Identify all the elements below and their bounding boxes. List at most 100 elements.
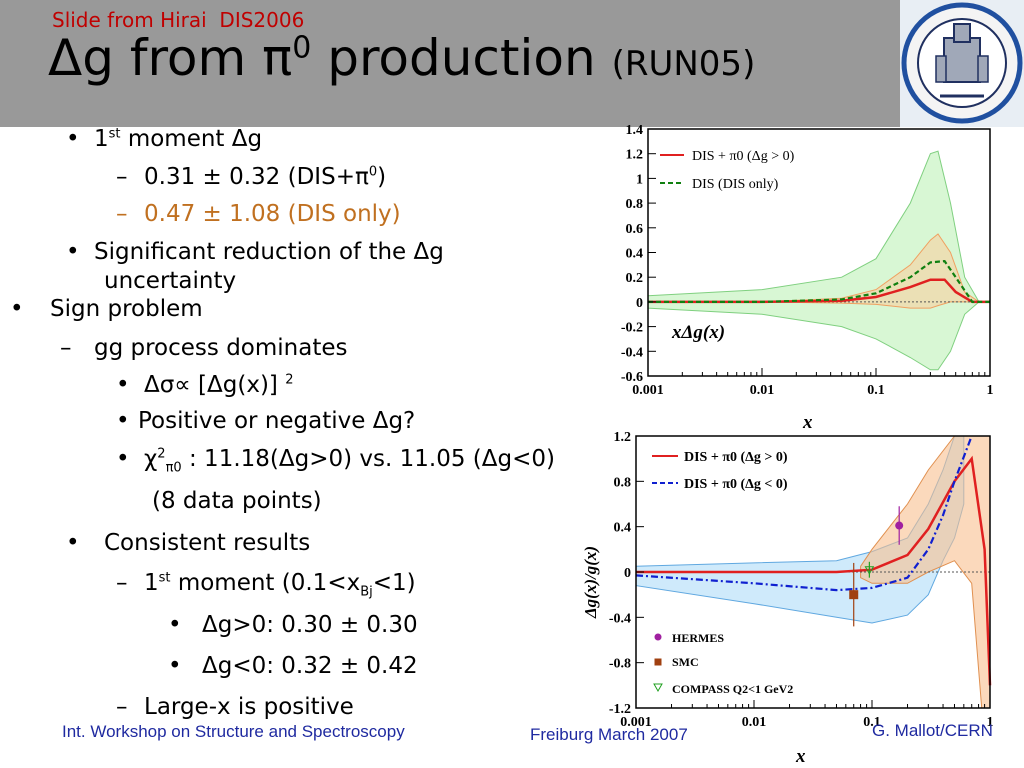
- title-rest: production: [311, 29, 612, 87]
- legend-data: HERMES SMC COMPASS Q2<1 GeV2: [653, 631, 793, 696]
- y-tick-label: -0.2: [621, 321, 643, 336]
- bullet-sign-problem: • Sign problem: [10, 296, 203, 324]
- bullet-reduction: • Significant reduction of the Δg: [66, 239, 444, 267]
- y-tick-label: -1.2: [609, 702, 631, 717]
- x-axis-label: x: [795, 746, 806, 767]
- text-sup: 0: [368, 164, 378, 180]
- title-sup: 0: [292, 30, 312, 66]
- slide-title: Δg from π0 production (RUN05): [48, 28, 755, 88]
- bullet-consistent: • Consistent results: [66, 530, 310, 558]
- y-tick-label: 1.4: [626, 123, 644, 138]
- y-tick-label: 0.6: [626, 222, 644, 237]
- text-part: gg process dominates: [94, 335, 348, 361]
- bullet-reduction-cont: uncertainty: [104, 268, 237, 294]
- text-part: χ: [144, 446, 158, 472]
- series-neg: [635, 435, 973, 592]
- sub-sub-bullet-cross-section: • Δσ∝ [Δg(x)] 2: [116, 372, 293, 400]
- legend-label-hermes: HERMES: [672, 631, 724, 645]
- text-part: 0.31 ± 0.32 (DIS+π: [144, 164, 369, 190]
- x-axis-label: x: [802, 412, 813, 430]
- sub-bullet-moment-range: –1st moment (0.1<xBj<1): [116, 570, 416, 600]
- bullet-dot: •: [66, 126, 80, 152]
- legend-label-dis: DIS (DIS only): [692, 177, 779, 192]
- x-tick-label: 1: [987, 383, 994, 398]
- title-main: g from π: [82, 29, 293, 87]
- legend-marker-hermes: [654, 633, 662, 641]
- bullet-dot: •: [168, 653, 182, 679]
- bullet-dot: •: [116, 372, 130, 398]
- legend: DIS + π0 (Δg > 0) DIS + π0 (Δg < 0): [652, 450, 788, 492]
- x-tick-label: 1: [987, 715, 994, 730]
- title-bar: Slide from Hirai DIS2006 Δg from π0 prod…: [0, 0, 1024, 127]
- series-dis-only: [648, 259, 990, 303]
- chart-ratio: 0.001 0.01 0.1 1 -1.2 -0.8 -0.4 0 0.4 0.8 1.2 DIS …: [581, 430, 994, 767]
- dash-mark: –: [116, 694, 128, 720]
- bullet-dot: •: [10, 296, 24, 322]
- footer-location-date: Freiburg March 2007: [530, 725, 688, 744]
- legend-label-pos: DIS + π0 (Δg > 0): [692, 149, 795, 164]
- dash-mark: –: [116, 201, 128, 227]
- slide-source-subtitle: Slide from Hirai DIS2006: [52, 8, 305, 32]
- text-part: Consistent results: [104, 530, 311, 556]
- text-part: : 11.18(Δg>0) vs. 11.05 (Δg<0): [181, 446, 555, 472]
- y-tick-label: 0: [636, 296, 643, 311]
- sub-bullet-gg-process: – gg process dominates: [60, 335, 348, 363]
- text-part: Δσ∝ [Δg(x)]: [144, 372, 278, 398]
- legend-marker-smc: [654, 658, 662, 666]
- text-sup: st: [108, 126, 121, 142]
- y-tick-label: 0.8: [626, 197, 644, 212]
- legend: DIS + π0 (Δg > 0) DIS (DIS only): [660, 149, 795, 192]
- chart-xdeltag: 0.001 0.01 0.1 1 -0.6 -0.4 -0.2 0 0.2 0.4 0.6 0.8 1 1…: [621, 123, 994, 430]
- bullet-dot: •: [116, 408, 130, 434]
- text-sub: Bj: [360, 584, 373, 600]
- text-part: ): [377, 164, 387, 190]
- y-tick-label: 0.2: [626, 271, 644, 286]
- y-tick-label: 0.4: [626, 247, 644, 262]
- y-tick-label: 0: [624, 566, 631, 581]
- sub-bullet-dis-pi0: –0.31 ± 0.32 (DIS+π0): [116, 164, 386, 192]
- text-part: <1): [372, 570, 416, 596]
- text-sup: 2: [285, 372, 294, 388]
- text-part: Large-x is positive: [144, 694, 354, 720]
- sub-sub-bullet-pos-neg: • Positive or negative Δg?: [116, 408, 415, 436]
- hermes-point: [895, 521, 904, 530]
- y-tick-label: 0.4: [614, 521, 632, 536]
- legend-marker-compass: [653, 683, 663, 693]
- y-axis-label: Δg(x)/g(x): [581, 546, 600, 619]
- text-sup: st: [158, 570, 171, 586]
- text-part: Sign problem: [50, 296, 203, 322]
- x-tick-label: 0.001: [620, 715, 652, 730]
- legend-label-pos: DIS + π0 (Δg > 0): [684, 450, 788, 465]
- smc-point: [849, 590, 859, 600]
- bullet-dot: •: [66, 239, 80, 265]
- x-tick-label: 0.01: [742, 715, 767, 730]
- text-part: 0.47 ± 1.08 (DIS only): [144, 201, 401, 227]
- y-tick-label: 1: [636, 172, 643, 187]
- text-sup: 2: [157, 446, 166, 462]
- footer-workshop: Int. Workshop on Structure and Spectrosc…: [62, 722, 405, 741]
- compass-point: [864, 566, 875, 575]
- text-part: Positive or negative Δg?: [138, 408, 416, 434]
- x-tick-label: 0.01: [750, 383, 775, 398]
- sub-bullet-dis-only: –0.47 ± 1.08 (DIS only): [116, 201, 401, 229]
- sub-sub-bullet-neg: • Δg<0: 0.32 ± 0.42: [168, 653, 418, 681]
- text-sub: π0: [165, 460, 182, 476]
- y-tick-label: 1.2: [614, 430, 632, 445]
- y-tick-label: -0.8: [609, 657, 631, 672]
- sub-sub-bullet-pos: • Δg>0: 0.30 ± 0.30: [168, 612, 418, 640]
- text-part: 1: [94, 126, 109, 152]
- y-tick-label: 0.8: [614, 475, 632, 490]
- footer-author: G. Mallot/CERN: [872, 721, 993, 740]
- bullet-dot: •: [116, 446, 130, 472]
- bullet-first-moment: • 1st moment Δg: [66, 126, 262, 154]
- bullet-dot: •: [168, 612, 182, 638]
- y-tick-label: -0.4: [621, 345, 643, 360]
- x-tick-label: 0.001: [632, 383, 664, 398]
- text-part: moment (0.1<x: [170, 570, 361, 596]
- chi2-data-points: (8 data points): [152, 488, 322, 514]
- y-tick-label: -0.6: [621, 370, 643, 385]
- text-part: Δg<0: 0.32 ± 0.42: [202, 653, 418, 679]
- legend-label-compass: COMPASS Q2<1 GeV2: [672, 682, 793, 696]
- y-tick-label: -0.4: [609, 611, 631, 626]
- sub-sub-bullet-chi2: • χ2π0 : 11.18(Δg>0) vs. 11.05 (Δg<0): [116, 446, 555, 476]
